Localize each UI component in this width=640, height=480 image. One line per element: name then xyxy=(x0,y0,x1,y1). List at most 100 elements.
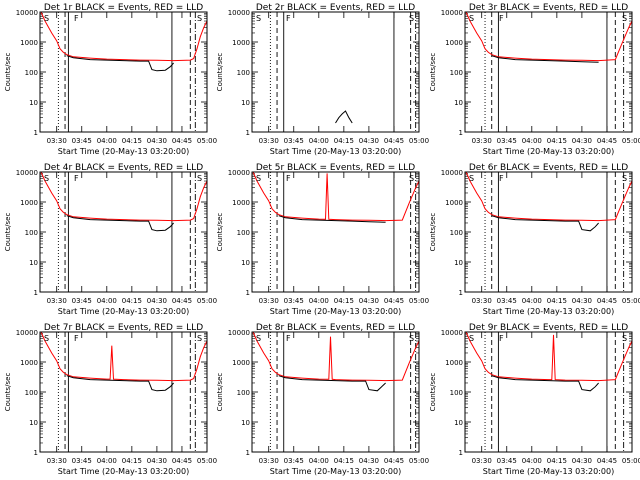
panel-title: Det 8r BLACK = Events, RED = LLD xyxy=(256,323,415,333)
y-tick-label: 1000 xyxy=(445,199,463,207)
detector-panel-3: Det 3r BLACK = Events, RED = LLD Counts/s… xyxy=(429,3,640,156)
x-tick-label: 04:45 xyxy=(172,457,192,465)
y-tick-label: 100 xyxy=(450,389,463,397)
corner-label: S xyxy=(469,174,474,183)
x-tick-label: 03:30 xyxy=(259,137,279,145)
corner-label: S xyxy=(409,174,414,183)
x-tick-label: 03:45 xyxy=(497,457,517,465)
y-tick-label: 100 xyxy=(237,69,250,77)
x-tick-label: 04:15 xyxy=(547,137,567,145)
y-tick-label: 1000 xyxy=(445,39,463,47)
x-tick-label: 04:15 xyxy=(547,457,567,465)
plot-frame xyxy=(251,331,420,453)
y-tick-label: 10000 xyxy=(441,9,463,17)
x-tick-label: 05:00 xyxy=(409,137,429,145)
x-tick-label: 03:45 xyxy=(497,297,517,305)
x-tick-label: 04:15 xyxy=(122,297,142,305)
y-tick-label: 100 xyxy=(25,229,38,237)
y-tick-label: 1 xyxy=(459,289,463,297)
lld-series-line xyxy=(252,172,419,222)
x-tick-label: 04:45 xyxy=(384,137,404,145)
x-tick-label: 04:30 xyxy=(359,297,379,305)
x-axis-label: Start Time (20-May-13 03:20:00) xyxy=(270,307,401,316)
y-tick-label: 10000 xyxy=(16,9,38,17)
x-axis-label: Start Time (20-May-13 03:20:00) xyxy=(270,147,401,156)
y-tick-label: 1000 xyxy=(20,199,38,207)
panel-title: Det 2r BLACK = Events, RED = LLD xyxy=(256,3,415,13)
y-axis-label: Counts/sec xyxy=(216,53,224,92)
x-tick-label: 05:00 xyxy=(409,457,429,465)
corner-label: S xyxy=(197,334,202,343)
x-tick-label: 05:00 xyxy=(197,137,217,145)
y-tick-label: 1000 xyxy=(232,39,250,47)
events-series-line xyxy=(491,215,599,232)
x-tick-label: 03:30 xyxy=(47,137,67,145)
x-tick-label: 03:45 xyxy=(284,457,304,465)
y-tick-label: 10 xyxy=(29,99,38,107)
corner-label: S xyxy=(469,334,474,343)
plot-frame xyxy=(39,331,208,453)
detector-panel-2: Det 2r BLACK = Events, RED = LLD Counts/s… xyxy=(216,3,429,156)
x-tick-label: 05:00 xyxy=(197,297,217,305)
x-tick-label: 03:30 xyxy=(472,137,492,145)
corner-label: S xyxy=(256,14,261,23)
corner-label: S xyxy=(409,14,414,23)
detector-panel-7: Det 7r BLACK = Events, RED = LLD Counts/s… xyxy=(4,323,217,476)
x-tick-label: 03:45 xyxy=(72,457,92,465)
y-axis-label: Counts/sec xyxy=(429,213,437,252)
x-tick-label: 04:30 xyxy=(572,137,592,145)
y-tick-label: 10000 xyxy=(228,9,250,17)
corner-label: S xyxy=(197,14,202,23)
x-tick-label: 05:00 xyxy=(622,457,640,465)
x-axis-label: Start Time (20-May-13 03:20:00) xyxy=(58,467,189,476)
x-tick-label: 04:15 xyxy=(334,457,354,465)
corner-label: F xyxy=(499,14,504,23)
panel-title: Det 6r BLACK = Events, RED = LLD xyxy=(469,163,628,173)
panel-title: Det 5r BLACK = Events, RED = LLD xyxy=(256,163,415,173)
x-tick-label: 04:00 xyxy=(309,137,329,145)
y-tick-label: 100 xyxy=(450,69,463,77)
x-tick-label: 04:45 xyxy=(597,137,617,145)
corner-label: F xyxy=(286,334,291,343)
y-tick-label: 1 xyxy=(34,449,38,457)
x-tick-label: 04:45 xyxy=(597,457,617,465)
detector-panel-5: Det 5r BLACK = Events, RED = LLD Counts/s… xyxy=(216,163,429,316)
y-tick-label: 1 xyxy=(459,449,463,457)
detector-panel-8: Det 8r BLACK = Events, RED = LLD Counts/s… xyxy=(216,323,429,476)
plot-frame xyxy=(39,11,208,133)
x-axis-label: Start Time (20-May-13 03:20:00) xyxy=(483,307,614,316)
plot-frame xyxy=(251,11,420,133)
corner-label: F xyxy=(286,14,291,23)
y-tick-label: 1 xyxy=(459,129,463,137)
corner-label: S xyxy=(44,174,49,183)
events-series-line xyxy=(66,375,174,392)
x-tick-label: 04:00 xyxy=(309,297,329,305)
x-tick-label: 04:45 xyxy=(384,457,404,465)
y-axis-label: Counts/sec xyxy=(429,373,437,412)
panel-title: Det 7r BLACK = Events, RED = LLD xyxy=(44,323,203,333)
corner-label: S xyxy=(469,14,474,23)
plot-frame xyxy=(464,171,633,293)
y-tick-label: 100 xyxy=(25,69,38,77)
y-tick-label: 1 xyxy=(34,289,38,297)
x-axis-label: Start Time (20-May-13 03:20:00) xyxy=(58,307,189,316)
x-tick-label: 03:30 xyxy=(47,457,67,465)
panel-title: Det 4r BLACK = Events, RED = LLD xyxy=(44,163,203,173)
y-tick-label: 100 xyxy=(450,229,463,237)
detector-panel-6: Det 6r BLACK = Events, RED = LLD Counts/s… xyxy=(429,163,640,316)
x-tick-label: 04:00 xyxy=(522,297,542,305)
x-tick-label: 04:00 xyxy=(97,457,117,465)
lld-series-line xyxy=(465,332,632,382)
corner-label: F xyxy=(499,334,504,343)
x-tick-label: 04:45 xyxy=(172,297,192,305)
lld-series-line xyxy=(465,12,632,62)
x-axis-label: Start Time (20-May-13 03:20:00) xyxy=(270,467,401,476)
x-tick-label: 04:00 xyxy=(309,457,329,465)
y-axis-label: Counts/sec xyxy=(216,373,224,412)
corner-label: S xyxy=(256,334,261,343)
x-tick-label: 04:00 xyxy=(97,137,117,145)
y-tick-label: 1000 xyxy=(232,199,250,207)
corner-label: F xyxy=(74,174,79,183)
corner-label: F xyxy=(499,174,504,183)
